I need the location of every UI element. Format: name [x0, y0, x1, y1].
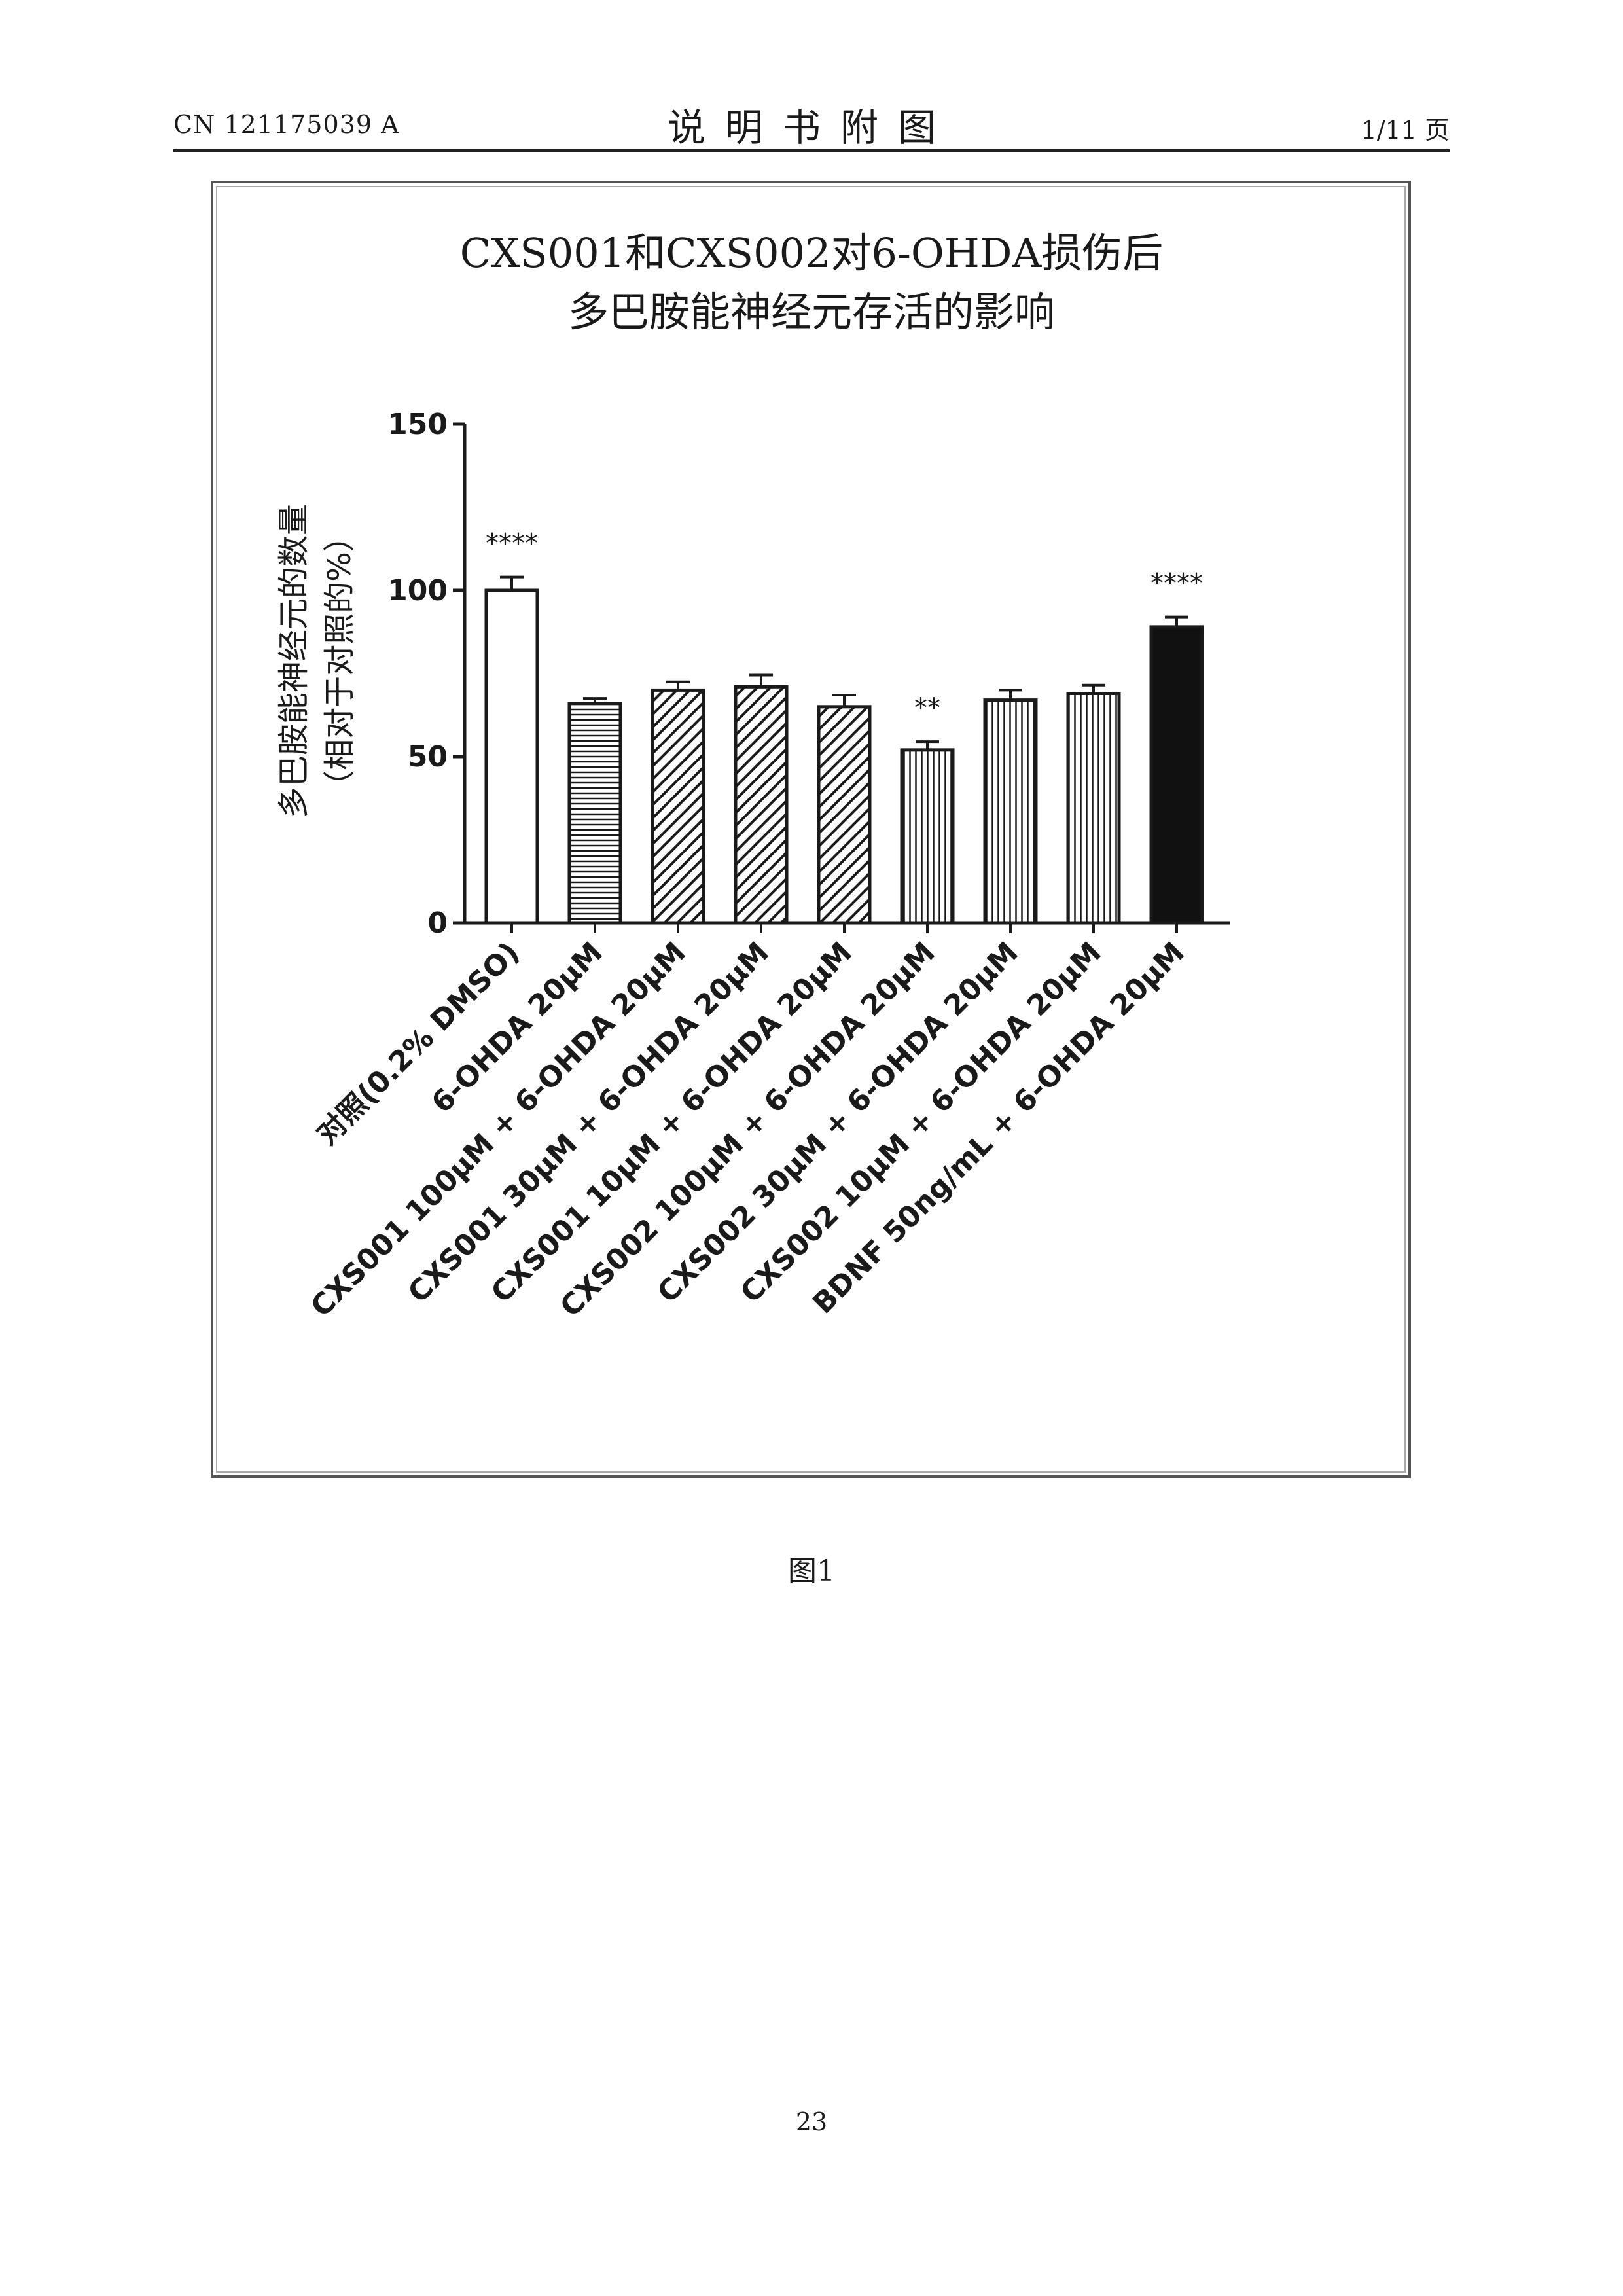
y-tick-label: 50	[408, 740, 448, 774]
page-count: 1/11 页	[1361, 116, 1450, 145]
significance-label: ****	[486, 529, 538, 559]
page-number: 23	[795, 2108, 828, 2136]
patent-number: CN 121175039 A	[173, 110, 400, 139]
chart-title-line-2: 多巴胺能神经元存活的影响	[568, 288, 1055, 336]
bar	[1149, 625, 1204, 925]
figure-caption: 图1	[788, 1554, 835, 1588]
chart-title-line-1: CXS001和CXS002对6-OHDA损伤后	[460, 229, 1164, 277]
significance-label: **	[914, 693, 940, 723]
y-tick-label: 100	[387, 574, 448, 607]
bar	[567, 702, 622, 925]
figure-frame	[211, 181, 1411, 1478]
bar	[734, 685, 789, 925]
bar	[900, 748, 955, 925]
section-title: 说明书附图	[667, 105, 955, 150]
y-tick-label: 150	[387, 408, 448, 441]
bar	[983, 698, 1038, 925]
y-axis-label-line-1: 多巴胺能神经元的数量	[276, 504, 312, 818]
y-axis-label-line-2: （相对于对照的%）	[321, 520, 358, 802]
bar	[817, 705, 872, 925]
bar	[1066, 691, 1121, 925]
bar	[484, 588, 539, 925]
significance-label: ****	[1150, 569, 1203, 599]
y-tick-label: 0	[427, 906, 448, 940]
header-rule	[173, 149, 1450, 152]
bar	[651, 688, 705, 925]
